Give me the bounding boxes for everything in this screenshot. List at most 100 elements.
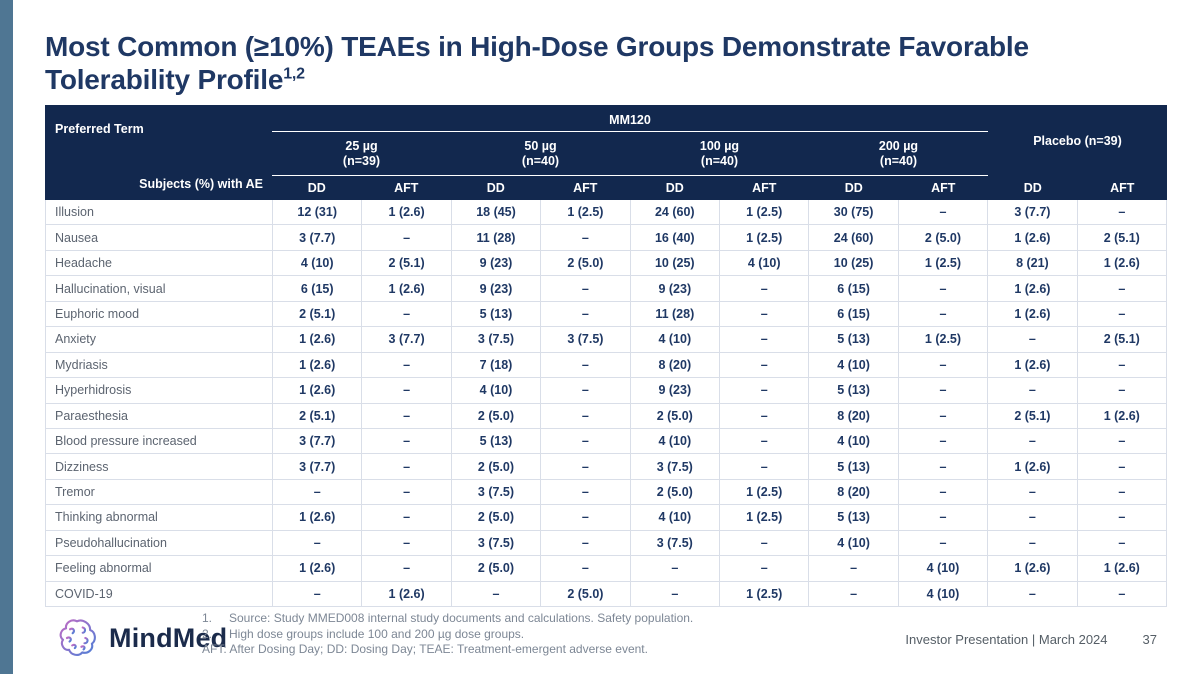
table-cell: 1 (2.6) [362, 200, 452, 226]
table-cell: – [541, 505, 631, 531]
table-cell: 2 (5.0) [451, 556, 542, 582]
day-column-header: AFT [1110, 181, 1135, 195]
table-cell: 24 (60) [630, 200, 720, 226]
table-body: Illusion 12 (31) 1 (2.6) 18 (45) 1 (2.5) 24 (… [45, 200, 1167, 607]
table-cell: 5 (13) [809, 327, 899, 353]
table-cell: 3 (7.5) [451, 530, 542, 557]
table-cell: 5 (13) [451, 428, 542, 455]
table-cell: – [541, 225, 631, 251]
table-cell: – [898, 352, 989, 379]
day-column-header: AFT [931, 181, 956, 195]
table-cell: 1 (2.5) [720, 225, 810, 251]
title-superscript: 1,2 [283, 65, 305, 83]
title-line1: Most Common (≥10%) TEAEs in High-Dose Gr… [45, 31, 1029, 62]
day-column-header: AFT [752, 181, 777, 195]
table-cell: – [362, 378, 452, 404]
table-cell: 10 (25) [630, 250, 720, 277]
table-cell: 5 (13) [451, 301, 542, 328]
table-cell: 4 (10) [898, 581, 989, 607]
table-cell: 4 (10) [809, 530, 899, 557]
table-cell: 1 (2.6) [988, 352, 1078, 379]
table-cell: 2 (5.0) [630, 403, 720, 429]
table-cell: – [809, 556, 899, 582]
day-column-header: DD [665, 181, 684, 195]
table-cell: – [809, 581, 899, 607]
row-label: Illusion [46, 200, 273, 226]
table-cell: – [541, 301, 631, 328]
table-cell: – [630, 556, 720, 582]
table-cell: – [541, 556, 631, 582]
table-cell: – [988, 428, 1078, 455]
table-cell: – [898, 276, 989, 302]
table-cell: – [1077, 530, 1167, 557]
table-cell: – [362, 454, 452, 480]
table-cell: 3 (7.5) [451, 479, 542, 506]
left-accent-bar [0, 0, 13, 674]
table-cell: 2 (5.0) [898, 225, 989, 251]
table-cell: 30 (75) [809, 200, 899, 226]
row-label: Tremor [46, 479, 273, 506]
table-cell: 2 (5.0) [630, 479, 720, 506]
table-cell: – [898, 200, 989, 226]
table-cell: – [720, 454, 810, 480]
table-cell: 5 (13) [809, 378, 899, 404]
table-cell: 4 (10) [630, 327, 720, 353]
table-cell: – [273, 530, 363, 557]
table-cell: 2 (5.0) [451, 403, 542, 429]
table-cell: – [720, 301, 810, 328]
table-cell: 1 (2.6) [362, 581, 452, 607]
table-cell: 6 (15) [809, 276, 899, 302]
table-cell: – [898, 301, 989, 328]
table-cell: 3 (7.7) [273, 428, 363, 455]
table-cell: 2 (5.1) [988, 403, 1078, 429]
preferred-term-header-cell: Preferred Term Subjects (%) with AE [45, 105, 272, 200]
placebo-group-header: Placebo (n=39) [1033, 133, 1122, 148]
table-cell: – [720, 276, 810, 302]
page-number: 37 [1142, 632, 1157, 647]
table-cell: 1 (2.6) [1077, 556, 1167, 582]
table-cell: 7 (18) [451, 352, 542, 379]
table-cell: – [720, 327, 810, 353]
mindmed-logo: MindMed [56, 616, 227, 660]
table-cell: 5 (13) [809, 454, 899, 480]
table-cell: 1 (2.5) [720, 581, 810, 607]
footnote-text: High dose groups include 100 and 200 µg … [229, 626, 525, 641]
footnotes: 1. Source: Study MMED008 internal study d… [202, 611, 693, 658]
day-column-header: DD [1023, 181, 1042, 195]
abbreviations-line: AFT: After Dosing Day; DD: Dosing Day; T… [202, 642, 648, 656]
table-cell: – [362, 225, 452, 251]
table-cell: 11 (28) [630, 301, 720, 328]
table-cell: 1 (2.6) [273, 505, 363, 531]
footnote-marker: 1. [202, 611, 213, 625]
day-column-header: AFT [394, 181, 419, 195]
table-cell: – [898, 454, 989, 480]
footnote-item: 1. Source: Study MMED008 internal study d… [202, 611, 693, 627]
table-cell: 6 (15) [809, 301, 899, 328]
footnote-marker: 2. [202, 626, 213, 641]
row-label: Paraesthesia [46, 403, 273, 429]
row-label: Blood pressure increased [46, 428, 273, 455]
slide-title: Most Common (≥10%) TEAEs in High-Dose Gr… [45, 30, 1175, 96]
day-column-header: DD [486, 181, 505, 195]
table-cell: 1 (2.6) [273, 327, 363, 353]
table-cell: 1 (2.6) [988, 454, 1078, 480]
table-cell: 1 (2.5) [720, 479, 810, 506]
table-cell: – [898, 378, 989, 404]
table-cell: 3 (7.5) [630, 454, 720, 480]
table-cell: – [720, 403, 810, 429]
row-label: Hallucination, visual [46, 276, 273, 302]
table-cell: – [720, 530, 810, 557]
table-cell: – [362, 428, 452, 455]
table-cell: – [1077, 378, 1167, 404]
table-cell: – [898, 505, 989, 531]
table-cell: – [273, 581, 363, 607]
table-cell: – [988, 378, 1078, 404]
table-cell: 1 (2.6) [273, 378, 363, 404]
table-cell: – [1077, 200, 1167, 226]
row-label: Pseudohallucination [46, 530, 273, 557]
table-cell: 8 (21) [988, 250, 1078, 277]
table-cell: 9 (23) [630, 276, 720, 302]
table-cell: 9 (23) [451, 250, 542, 277]
table-cell: – [541, 428, 631, 455]
